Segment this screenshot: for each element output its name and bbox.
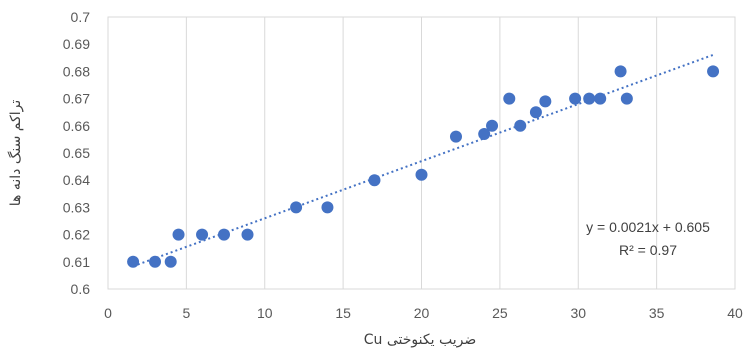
data-point	[620, 92, 633, 105]
y-tick-label: 0.65	[63, 145, 90, 161]
r-squared-label: R² = 0.97	[619, 242, 677, 258]
y-tick-label: 0.6	[71, 281, 91, 297]
y-axis-ticks: 0.6 0.61 0.62 0.63 0.64 0.65 0.66 0.67 0.68 0.69 0…	[63, 9, 90, 297]
x-tick-label: 30	[570, 305, 586, 321]
data-point	[449, 130, 462, 143]
data-point	[486, 119, 499, 132]
data-point	[290, 201, 303, 214]
x-tick-label: 10	[257, 305, 273, 321]
y-tick-label: 0.68	[63, 63, 90, 79]
data-points	[127, 65, 720, 268]
x-axis-ticks: 0 5 10 15 20 25 30 35 40	[104, 305, 743, 321]
data-point	[614, 65, 627, 78]
x-axis-title: ضریب یکنوختی Cu	[364, 332, 476, 348]
x-tick-label: 0	[104, 305, 112, 321]
x-tick-label: 40	[727, 305, 743, 321]
data-point	[196, 228, 209, 241]
y-tick-label: 0.62	[63, 227, 90, 243]
y-axis-title: تراکم سنگ دانه ها	[7, 100, 24, 207]
data-point	[164, 255, 177, 268]
y-tick-label: 0.7	[71, 9, 91, 25]
data-point	[539, 95, 552, 108]
gridlines	[185, 17, 658, 289]
x-tick-label: 35	[649, 305, 665, 321]
data-point	[514, 119, 527, 132]
x-tick-label: 20	[414, 305, 430, 321]
data-point	[172, 228, 185, 241]
data-point	[217, 228, 230, 241]
y-tick-label: 0.69	[63, 36, 90, 52]
y-tick-label: 0.61	[63, 254, 90, 270]
data-point	[503, 92, 516, 105]
trendline-equation: y = 0.0021x + 0.605	[586, 219, 710, 235]
data-point	[368, 174, 381, 187]
data-point	[149, 255, 162, 268]
y-tick-label: 0.63	[63, 199, 90, 215]
data-point	[241, 228, 254, 241]
data-point	[127, 255, 140, 268]
data-point	[321, 201, 334, 214]
y-tick-label: 0.66	[63, 118, 90, 134]
data-point	[594, 92, 607, 105]
data-point	[569, 92, 582, 105]
data-point	[529, 106, 542, 119]
y-tick-label: 0.67	[63, 91, 90, 107]
y-tick-label: 0.64	[63, 172, 90, 188]
data-point	[583, 92, 596, 105]
data-point	[415, 168, 428, 181]
data-point	[478, 127, 491, 140]
x-tick-label: 15	[335, 305, 351, 321]
data-point	[707, 65, 720, 78]
x-tick-label: 25	[492, 305, 508, 321]
x-tick-label: 5	[182, 305, 190, 321]
